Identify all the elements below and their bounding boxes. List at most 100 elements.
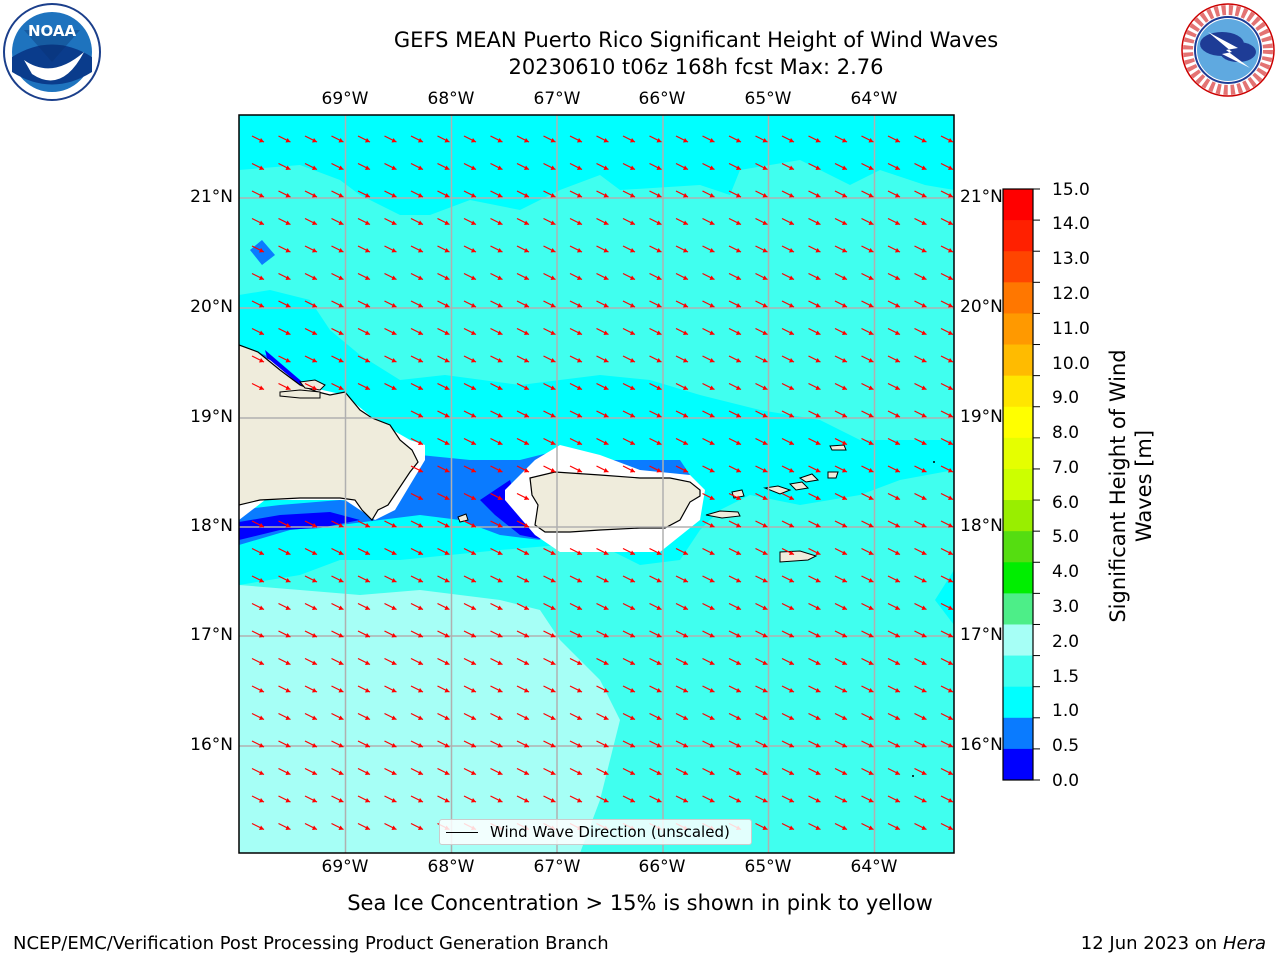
wind-wave-arrowhead xyxy=(418,248,423,253)
wind-wave-arrowhead xyxy=(603,660,609,665)
wind-wave-arrowhead xyxy=(815,743,821,748)
wind-wave-arrowhead xyxy=(259,220,264,225)
colorbar-segment xyxy=(1003,717,1033,750)
wind-wave-arrowhead xyxy=(921,550,927,555)
wind-wave-arrowhead xyxy=(524,358,529,363)
lat-label-left-17n: 17°N xyxy=(190,625,233,645)
wind-wave-arrowhead xyxy=(391,193,397,198)
wind-wave-arrowhead xyxy=(630,550,635,555)
wind-wave-arrowhead xyxy=(842,825,847,830)
wind-wave-arrowhead xyxy=(391,578,397,583)
wind-wave-arrowhead xyxy=(762,385,768,390)
wind-wave-arrowhead xyxy=(418,220,423,225)
wind-wave-arrowhead xyxy=(683,330,688,335)
wind-wave-arrowhead xyxy=(656,468,662,473)
footer-machine: Hera xyxy=(1222,933,1266,954)
wind-wave-arrowhead xyxy=(656,770,662,775)
wind-wave-arrowhead xyxy=(285,743,291,748)
wind-wave-arrowhead xyxy=(444,413,450,418)
wind-wave-arrowhead xyxy=(550,248,556,253)
wind-wave-arrowhead xyxy=(497,165,503,170)
wind-wave-arrowhead xyxy=(497,550,503,555)
wind-wave-arrowhead xyxy=(285,550,291,555)
st-thomas-island xyxy=(763,485,792,495)
wind-wave-arrowhead xyxy=(259,660,264,665)
wind-wave-arrowhead xyxy=(656,385,662,390)
wind-wave-arrowhead xyxy=(656,330,662,335)
colorbar-segment xyxy=(1003,686,1033,719)
wind-wave-arrowhead xyxy=(577,578,582,583)
wind-wave-arrowhead xyxy=(683,715,688,720)
wind-wave-arrowhead xyxy=(444,550,450,555)
wind-wave-arrowhead xyxy=(709,138,715,143)
wind-wave-arrowhead xyxy=(815,138,821,143)
wind-wave-arrowhead xyxy=(550,468,556,473)
wind-wave-arrowhead xyxy=(550,220,556,225)
wind-wave-arrowhead xyxy=(815,193,821,198)
wind-wave-arrowhead xyxy=(789,660,794,665)
wind-wave-arrowhead xyxy=(603,303,609,308)
wind-wave-arrowhead xyxy=(444,248,450,253)
wind-wave-arrowhead xyxy=(418,138,423,143)
wind-wave-arrowhead xyxy=(842,578,847,583)
lon-label-bottom-66w: 66°W xyxy=(638,857,686,877)
wind-wave-arrowhead xyxy=(603,770,609,775)
lon-label-bottom-65w: 65°W xyxy=(744,857,792,877)
wind-wave-arrowhead xyxy=(789,303,794,308)
wind-wave-arrowhead xyxy=(259,275,264,280)
wind-wave-arrowhead xyxy=(259,798,264,803)
wind-wave-arrowhead xyxy=(868,330,874,335)
wind-wave-arrowhead xyxy=(868,660,874,665)
wind-wave-arrowhead xyxy=(789,770,794,775)
wind-wave-arrowhead xyxy=(948,715,953,720)
wind-wave-arrowhead xyxy=(312,385,317,390)
puerto-rico-land xyxy=(529,471,701,533)
wind-wave-arrowhead xyxy=(312,248,317,253)
wind-wave-arrowhead xyxy=(815,825,821,830)
wind-wave-arrowhead xyxy=(550,330,556,335)
wind-wave-arrowhead xyxy=(524,468,529,473)
wind-wave-arrowhead xyxy=(524,660,529,665)
wind-wave-arrowhead xyxy=(550,633,556,638)
wind-wave-arrowhead xyxy=(948,660,953,665)
wind-wave-arrowhead xyxy=(842,743,847,748)
wind-wave-arrowhead xyxy=(762,770,768,775)
wind-wave-arrowhead xyxy=(391,633,397,638)
wave-height-field-0.0-0.5-south xyxy=(239,512,360,540)
colorbar-segment xyxy=(1003,500,1033,532)
wind-wave-arrowhead xyxy=(789,138,794,143)
wind-wave-arrowhead xyxy=(577,275,582,280)
wind-wave-arrowhead xyxy=(762,193,768,198)
wind-wave-arrowhead xyxy=(789,523,794,528)
wind-wave-arrowhead xyxy=(656,413,662,418)
wind-wave-arrowhead xyxy=(683,798,688,803)
wind-wave-arrowhead xyxy=(868,825,874,830)
wind-wave-arrowhead xyxy=(895,743,900,748)
wind-wave-arrowhead xyxy=(312,633,317,638)
wind-wave-arrowhead xyxy=(418,303,423,308)
map-subtitle: 20230610 t06z 168h fcst Max: 2.76 xyxy=(508,55,884,79)
wind-wave-arrowhead xyxy=(550,385,556,390)
wind-wave-arrowhead xyxy=(577,358,582,363)
wind-wave-arrowhead xyxy=(524,743,529,748)
wind-wave-arrowhead xyxy=(709,523,715,528)
wind-wave-arrowhead xyxy=(603,688,609,693)
wind-wave-arrowhead xyxy=(736,138,741,143)
wind-wave-arrowhead xyxy=(842,385,847,390)
wind-wave-arrowhead xyxy=(391,248,397,253)
wind-wave-arrowhead xyxy=(736,523,741,528)
wind-wave-arrowhead xyxy=(577,330,582,335)
wind-wave-arrowhead xyxy=(895,248,900,253)
wind-wave-arrowhead xyxy=(868,193,874,198)
wind-wave-arrowhead xyxy=(948,798,953,803)
wind-wave-arrowhead xyxy=(736,193,741,198)
wind-wave-arrowhead xyxy=(948,193,953,198)
wind-wave-arrowhead xyxy=(656,138,662,143)
wind-wave-arrowhead xyxy=(789,550,794,555)
wind-wave-arrowhead xyxy=(471,220,476,225)
wind-wave-arrowhead xyxy=(709,248,715,253)
wind-wave-arrowhead xyxy=(285,770,291,775)
wind-wave-arrowhead xyxy=(630,138,635,143)
wind-wave-arrowhead xyxy=(338,165,344,170)
wind-wave-arrowhead xyxy=(736,495,741,500)
